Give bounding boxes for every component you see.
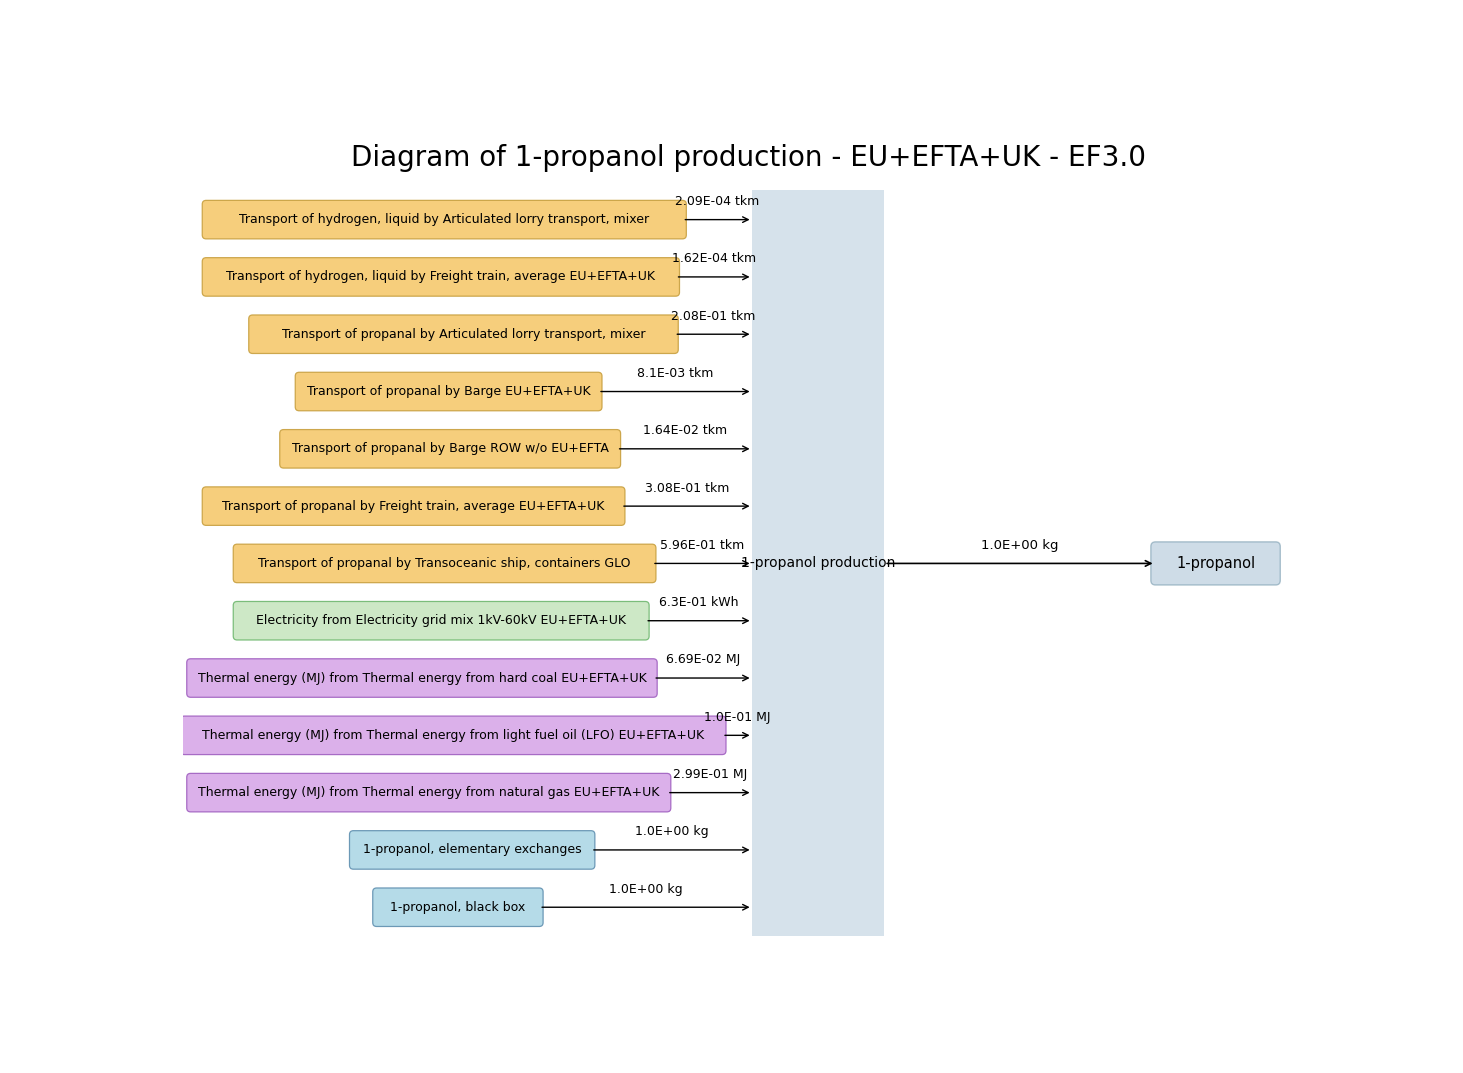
Text: 2.09E-04 tkm: 2.09E-04 tkm (676, 195, 759, 208)
Text: Transport of hydrogen, liquid by Articulated lorry transport, mixer: Transport of hydrogen, liquid by Articul… (240, 214, 650, 226)
Text: Thermal energy (MJ) from Thermal energy from natural gas EU+EFTA+UK: Thermal energy (MJ) from Thermal energy … (198, 787, 660, 799)
Text: 1-propanol production: 1-propanol production (742, 557, 895, 571)
Text: 1.0E+00 kg: 1.0E+00 kg (609, 883, 683, 896)
Text: Transport of propanal by Freight train, average EU+EFTA+UK: Transport of propanal by Freight train, … (222, 500, 604, 513)
Text: 3.08E-01 tkm: 3.08E-01 tkm (645, 482, 729, 495)
Text: 1.0E+00 kg: 1.0E+00 kg (982, 539, 1059, 552)
FancyBboxPatch shape (1151, 542, 1280, 585)
Text: 1.0E+00 kg: 1.0E+00 kg (635, 825, 708, 838)
Text: 1.0E-01 MJ: 1.0E-01 MJ (704, 710, 771, 724)
Text: 6.3E-01 kWh: 6.3E-01 kWh (660, 597, 739, 609)
Text: 1-propanol, black box: 1-propanol, black box (391, 900, 525, 914)
FancyBboxPatch shape (180, 716, 726, 754)
FancyBboxPatch shape (202, 258, 679, 296)
Text: 1.64E-02 tkm: 1.64E-02 tkm (642, 424, 727, 438)
Text: 8.1E-03 tkm: 8.1E-03 tkm (636, 367, 714, 380)
FancyBboxPatch shape (202, 487, 625, 526)
FancyBboxPatch shape (233, 602, 650, 640)
FancyBboxPatch shape (279, 429, 620, 468)
FancyBboxPatch shape (202, 201, 686, 239)
Text: Transport of propanal by Barge ROW w/o EU+EFTA: Transport of propanal by Barge ROW w/o E… (291, 442, 609, 455)
Bar (752, 190, 884, 937)
Text: 1-propanol: 1-propanol (1176, 556, 1255, 571)
Text: Transport of propanal by Barge EU+EFTA+UK: Transport of propanal by Barge EU+EFTA+U… (307, 385, 591, 398)
Text: 1-propanol, elementary exchanges: 1-propanol, elementary exchanges (363, 843, 581, 856)
Text: Diagram of 1-propanol production - EU+EFTA+UK - EF3.0: Diagram of 1-propanol production - EU+EF… (351, 144, 1146, 172)
Text: 5.96E-01 tkm: 5.96E-01 tkm (660, 539, 745, 552)
FancyBboxPatch shape (187, 659, 657, 697)
Text: Thermal energy (MJ) from Thermal energy from hard coal EU+EFTA+UK: Thermal energy (MJ) from Thermal energy … (198, 672, 647, 685)
FancyBboxPatch shape (373, 888, 543, 926)
Text: 6.69E-02 MJ: 6.69E-02 MJ (666, 653, 740, 666)
FancyBboxPatch shape (187, 774, 672, 812)
Text: Thermal energy (MJ) from Thermal energy from light fuel oil (LFO) EU+EFTA+UK: Thermal energy (MJ) from Thermal energy … (202, 729, 704, 741)
FancyBboxPatch shape (233, 544, 655, 583)
FancyBboxPatch shape (350, 831, 595, 869)
FancyBboxPatch shape (296, 372, 601, 411)
Text: Transport of hydrogen, liquid by Freight train, average EU+EFTA+UK: Transport of hydrogen, liquid by Freight… (227, 270, 655, 283)
Text: Transport of propanal by Transoceanic ship, containers GLO: Transport of propanal by Transoceanic sh… (259, 557, 631, 570)
Text: Transport of propanal by Articulated lorry transport, mixer: Transport of propanal by Articulated lor… (282, 327, 645, 341)
Text: 2.08E-01 tkm: 2.08E-01 tkm (672, 310, 755, 323)
Text: 1.62E-04 tkm: 1.62E-04 tkm (672, 252, 756, 265)
Text: 2.99E-01 MJ: 2.99E-01 MJ (673, 768, 746, 781)
Text: Electricity from Electricity grid mix 1kV-60kV EU+EFTA+UK: Electricity from Electricity grid mix 1k… (256, 614, 626, 628)
FancyBboxPatch shape (249, 315, 679, 353)
